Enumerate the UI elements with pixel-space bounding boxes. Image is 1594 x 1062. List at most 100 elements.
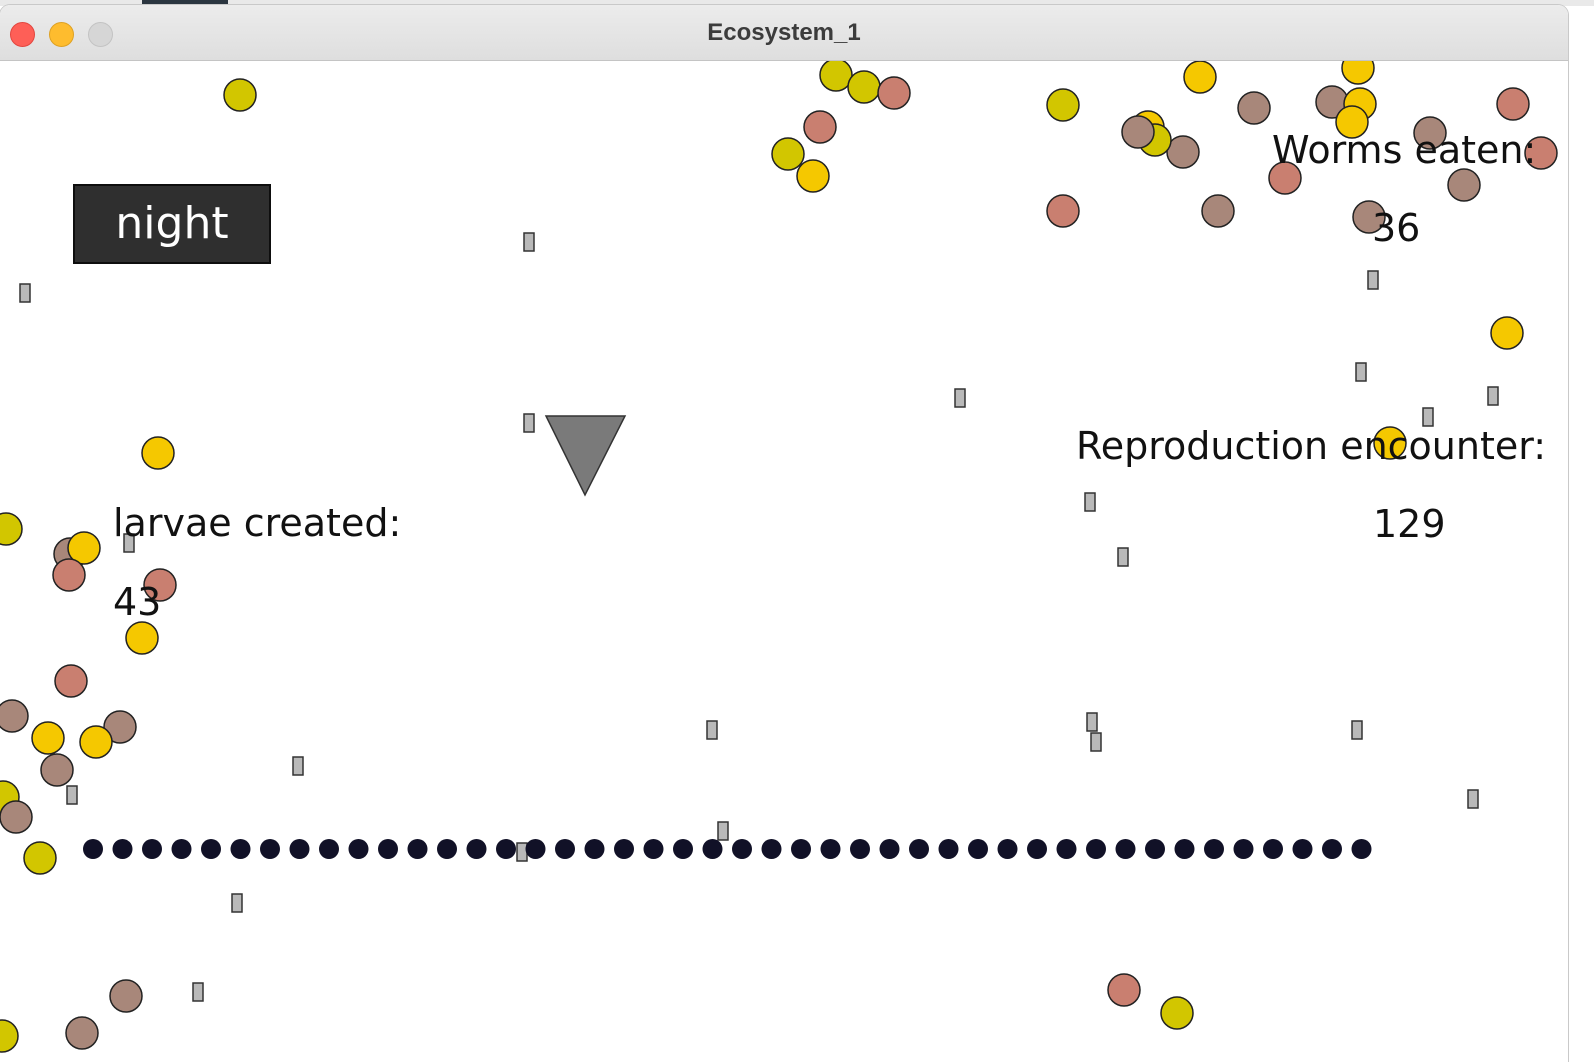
- creature-olive-7: [1046, 88, 1080, 122]
- creature-taupe-16: [1121, 115, 1155, 149]
- dot-5: [230, 839, 251, 859]
- simulation-canvas[interactable]: night Worms eaten: 36 Reproduction encou…: [0, 61, 1568, 1062]
- creature-taupe-10: [1201, 194, 1235, 228]
- dot-23: [761, 839, 782, 859]
- dot-20: [673, 839, 693, 859]
- creature-olive-5: [771, 137, 805, 171]
- worm-3: [1355, 362, 1367, 382]
- night-button[interactable]: night: [73, 184, 271, 264]
- worm-17: [1467, 789, 1479, 809]
- dot-43: [1351, 839, 1372, 859]
- ecosystem-scene: [0, 61, 1558, 1053]
- creature-olive-48: [1160, 996, 1194, 1030]
- dot-6: [260, 839, 280, 859]
- creature-pink-13: [1268, 161, 1302, 195]
- creature-pink-23: [1496, 87, 1530, 121]
- dot-7: [289, 839, 310, 859]
- reproduction-encounter-label: Reproduction encounter:: [1076, 424, 1547, 468]
- creature-yellow-18: [1341, 61, 1375, 85]
- worm-21: [192, 982, 204, 1002]
- creature-yellow-20: [1335, 105, 1369, 139]
- dot-24: [791, 839, 811, 859]
- creature-pink-32: [52, 558, 86, 592]
- dot-8: [319, 839, 339, 859]
- background-strip: [0, 0, 1594, 6]
- worm-8: [1084, 492, 1096, 512]
- reproduction-encounter-value: 129: [1373, 502, 1446, 546]
- close-window-button[interactable]: [10, 22, 35, 47]
- dot-14: [496, 839, 516, 859]
- dot-42: [1322, 839, 1342, 859]
- creature-yellow-26: [1490, 316, 1524, 350]
- worm-13: [1090, 732, 1102, 752]
- dot-19: [643, 839, 664, 859]
- creature-olive-0: [223, 78, 257, 112]
- creature-yellow-34: [125, 621, 159, 655]
- creature-taupe-45: [65, 1016, 99, 1050]
- creature-yellow-38: [31, 721, 65, 755]
- dot-1: [112, 839, 133, 859]
- dot-16: [555, 839, 575, 859]
- creature-taupe-36: [0, 699, 29, 733]
- title-bar[interactable]: Ecosystem_1: [0, 5, 1568, 61]
- creature-olive-2: [847, 70, 881, 104]
- larvae-created-value: 43: [113, 580, 162, 624]
- dot-15: [525, 839, 546, 859]
- creature-olive-1: [819, 61, 853, 92]
- dot-4: [201, 839, 221, 859]
- minimize-window-button[interactable]: [49, 22, 74, 47]
- dot-11: [407, 839, 428, 859]
- worm-12: [1086, 712, 1098, 732]
- worms-eaten-value: 36: [1372, 206, 1421, 250]
- worm-1: [19, 283, 31, 303]
- dot-28: [909, 839, 929, 859]
- predator-triangle-icon: [544, 415, 627, 497]
- dot-13: [466, 839, 487, 859]
- dot-30: [968, 839, 988, 859]
- creature-pink-9: [1046, 194, 1080, 228]
- dot-0: [83, 839, 103, 859]
- worm-18: [717, 821, 729, 841]
- dot-18: [614, 839, 634, 859]
- worm-14: [1351, 720, 1363, 740]
- creature-taupe-37: [103, 710, 137, 744]
- window-title: Ecosystem_1: [707, 19, 861, 46]
- creature-taupe-12: [1166, 135, 1200, 169]
- dot-22: [732, 839, 752, 859]
- creature-yellow-28: [141, 436, 175, 470]
- creature-taupe-11: [1237, 91, 1271, 125]
- creature-taupe-44: [109, 979, 143, 1013]
- creature-taupe-22: [1447, 168, 1481, 202]
- creature-olive-46: [0, 1019, 19, 1053]
- dot-36: [1145, 839, 1165, 859]
- creature-yellow-39: [79, 725, 113, 759]
- worms-eaten-label: Worms eaten:: [1272, 128, 1537, 172]
- dot-29: [938, 839, 959, 859]
- creature-yellow-27: [1373, 426, 1407, 460]
- background-tab: [142, 0, 228, 6]
- dot-3: [171, 839, 192, 859]
- creature-olive-29: [0, 512, 23, 546]
- creature-taupe-21: [1413, 116, 1447, 150]
- dot-9: [348, 839, 369, 859]
- creature-taupe-40: [40, 753, 74, 787]
- creature-pink-3: [877, 76, 911, 110]
- creature-pink-4: [803, 110, 837, 144]
- worm-6: [1487, 386, 1499, 406]
- creature-pink-33: [143, 568, 177, 602]
- dot-37: [1174, 839, 1195, 859]
- dot-25: [820, 839, 841, 859]
- worm-16: [66, 785, 78, 805]
- creature-yellow-6: [796, 159, 830, 193]
- dot-10: [378, 839, 398, 859]
- worm-15: [292, 756, 304, 776]
- creature-taupe-42: [0, 800, 33, 834]
- worm-5: [1422, 407, 1434, 427]
- maximize-window-button[interactable]: [88, 22, 113, 47]
- creature-pink-24: [1524, 136, 1558, 170]
- dot-38: [1204, 839, 1224, 859]
- dot-2: [142, 839, 162, 859]
- creature-yellow-8: [1183, 61, 1217, 94]
- worm-0: [523, 232, 535, 252]
- creature-pink-35: [54, 664, 88, 698]
